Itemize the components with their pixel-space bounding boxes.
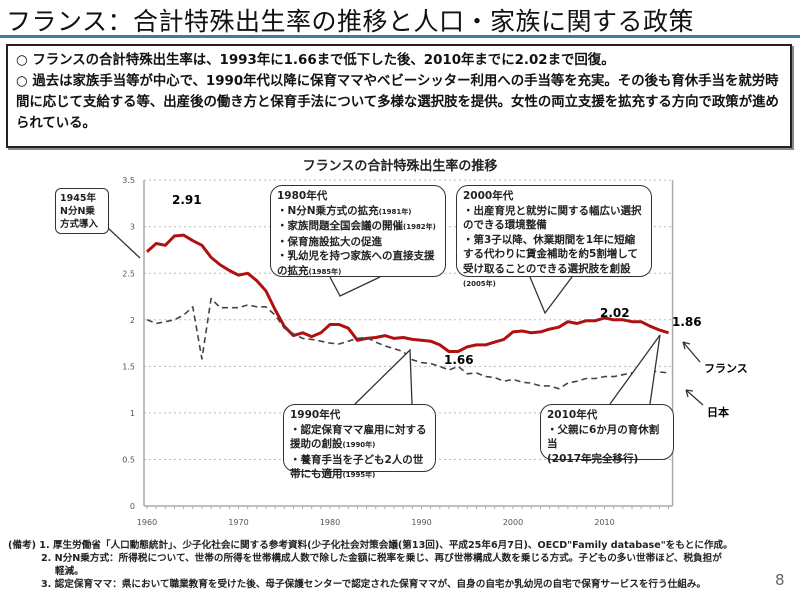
callout-item-year: (1985年): [308, 267, 342, 276]
legend-france: フランス: [704, 362, 748, 375]
footnote-3: 3. 認定保育ママ：県において職業教育を受けた後、母子保護センターで認定された保…: [41, 579, 706, 590]
callout-pointer: [529, 276, 573, 315]
callout-item: (2017年完全移行): [547, 452, 667, 467]
callout-item-year: (2005年): [463, 280, 496, 288]
callout-item: ・出産育児と就労に関する幅広い選択のできる環境整備: [463, 204, 645, 233]
callout-item-text: ・認定保育ママ雇用に対する援助の創設: [290, 423, 427, 451]
callout-item: ・家族問題全国会議の開催(1982年): [277, 219, 439, 235]
callout-2000s: 2000年代・出産育児と就労に関する幅広い選択のできる環境整備 ・第3子以降、休業…: [456, 185, 652, 288]
callout-item-text: ・第3子以降、休業期間を1年に短縮する代わりに賃金補助を約5割増して受け取ること…: [463, 233, 638, 275]
callout-heading: 2010年代: [547, 409, 598, 421]
footnote-1: (備考) 1. 厚生労働省「人口動態統計」、少子化社会に関する参考資料(少子化社…: [8, 540, 733, 551]
summary-line-1: ○ フランスの合計特殊出生率は、1993年に1.66まで低下した後、2010年ま…: [16, 53, 615, 68]
callout-item-text: ・父親に6か月の育休割当: [547, 423, 660, 451]
footnote-2-cont: 軽減。: [55, 566, 84, 577]
arrow-france-icon: [682, 341, 701, 363]
callout-item-text: ・乳幼児を持つ家族への直接支援の拡充: [277, 250, 435, 277]
x-tick-label: 2000: [503, 518, 523, 527]
title-underline: [0, 35, 800, 38]
callout-pointer: [329, 276, 381, 297]
y-tick-label: 1: [130, 409, 135, 418]
callout-item-text: ・保育施設拡大の促進: [277, 235, 382, 248]
x-tick-label: 1960: [137, 518, 157, 527]
callout-item-text: (2017年完全移行): [547, 452, 639, 465]
callout-item-text: ・養育手当を子ども2人の世帯にも適用: [290, 453, 424, 481]
callout-pointer: [107, 227, 141, 259]
y-tick-label: 1.5: [122, 362, 135, 371]
callout-item: ・認定保育ママ雇用に対する援助の創設(1990年): [290, 423, 429, 453]
y-tick-label: 2: [130, 316, 135, 325]
footnote-2: 2. N分N乗方式：所得税について、世帯の所得を世帯構成人数で除した金額に税率を…: [41, 553, 722, 564]
data-label-latest: 1.86: [672, 315, 702, 329]
callout-item-year: (1990年): [342, 441, 376, 449]
x-tick-label: 1980: [320, 518, 340, 527]
callout-heading: 1990年代: [290, 409, 341, 421]
callout-1980s: 1980年代 ・N分N乗方式の拡充(1981年) ・家族問題全国会議の開催(1982…: [270, 185, 446, 277]
y-tick-label: 3: [130, 223, 135, 232]
callout-pointer: [354, 348, 413, 405]
callout-pointer: [609, 334, 661, 405]
footnotes: (備考) 1. 厚生労働省「人口動態統計」、少子化社会に関する参考資料(少子化社…: [8, 539, 733, 591]
page-number: 8: [775, 571, 785, 589]
callout-item: ・N分N乗方式の拡充(1981年): [277, 204, 439, 220]
x-tick-label: 1990: [411, 518, 431, 527]
summary-box: ○ フランスの合計特殊出生率は、1993年に1.66まで低下した後、2010年ま…: [6, 44, 792, 148]
data-label-peak: 2.91: [172, 193, 202, 207]
y-tick-label: 0.5: [122, 455, 135, 464]
series-line-france: [145, 233, 670, 353]
legend-japan: 日本: [707, 405, 729, 419]
page-title: フランス：合計特殊出生率の推移と人口・家族に関する政策: [6, 7, 695, 36]
callout-2010s: 2010年代・父親に6か月の育休割当 (2017年完全移行): [540, 404, 674, 465]
callout-item-text: ・N分N乗方式の拡充: [277, 204, 379, 217]
x-tick-label: 2010: [594, 518, 614, 527]
callout-item-text: ・出産育児と就労に関する幅広い選択のできる環境整備: [463, 204, 642, 232]
y-tick-label: 0: [130, 502, 135, 511]
callout-item: ・乳幼児を持つ家族への直接支援の拡充(1985年): [277, 249, 439, 279]
callout-item: ・第3子以降、休業期間を1年に短縮する代わりに賃金補助を約5割増して受け取ること…: [463, 233, 645, 292]
callout-item-year: (1981年): [378, 207, 412, 216]
callout-1945: 1945年 N分N乗 方式導入: [55, 188, 109, 234]
callout-heading: 1980年代: [277, 190, 328, 202]
callout-item: ・保育施設拡大の促進: [277, 235, 439, 250]
callout-1990s: 1990年代 ・認定保育ママ雇用に対する援助の創設(1990年) ・養育手当を子ども…: [283, 404, 436, 480]
y-tick-label: 3.5: [122, 176, 135, 185]
callout-item: ・父親に6か月の育休割当: [547, 423, 667, 452]
callout-item: ・養育手当を子ども2人の世帯にも適用(1995年): [290, 453, 429, 483]
data-label-min: 1.66: [444, 353, 474, 367]
callout-item-year: (1982年): [403, 223, 436, 231]
callout-1945-line: 1945年: [60, 193, 96, 204]
arrow-japan-icon: [685, 389, 704, 406]
callout-1945-line: 方式導入: [60, 219, 99, 230]
y-tick-label: 2.5: [122, 269, 135, 278]
data-label-2010: 2.02: [600, 306, 630, 320]
chart-title: フランスの合計特殊出生率の推移: [303, 158, 498, 174]
x-tick-label: 1970: [228, 518, 248, 527]
summary-line-2: ○ 過去は家族手当等が中心で、1990年代以降に保育ママやベビーシッター利用への…: [16, 74, 779, 131]
callout-item-year: (1995年): [342, 471, 376, 479]
callout-1945-line: N分N乗: [60, 206, 95, 217]
callout-heading: 2000年代: [463, 190, 514, 202]
callout-item-text: ・家族問題全国会議の開催: [277, 220, 403, 232]
